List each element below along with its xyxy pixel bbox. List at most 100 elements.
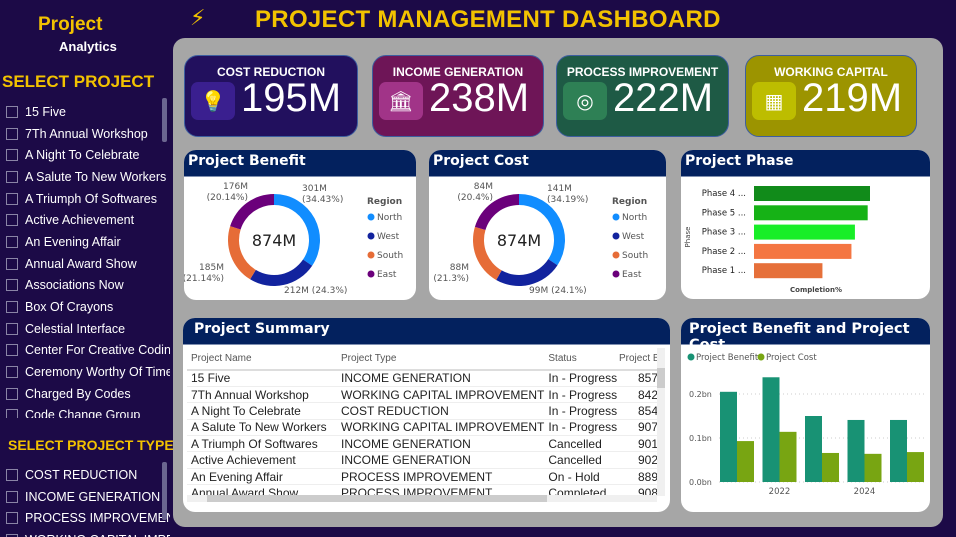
project-item[interactable]: Associations Now <box>6 275 170 297</box>
phase-bar[interactable] <box>754 243 852 259</box>
donut-slice-south[interactable] <box>473 226 502 280</box>
legend-item[interactable]: Project Benefit <box>696 353 759 363</box>
select-project-heading: SELECT PROJECT <box>2 72 155 91</box>
checkbox[interactable] <box>6 235 18 248</box>
legend-item[interactable]: South <box>622 251 648 261</box>
type-item[interactable]: COST REDUCTION <box>6 464 170 486</box>
checkbox[interactable] <box>6 409 18 418</box>
type-item[interactable]: INCOME GENERATION <box>6 486 170 508</box>
phase-bar[interactable] <box>754 263 823 279</box>
checkbox[interactable] <box>6 468 18 481</box>
project-item[interactable]: Code Change Group <box>6 405 170 418</box>
checkbox[interactable] <box>6 192 18 205</box>
kpi-card: COST REDUCTION 💡 195M <box>184 55 358 137</box>
project-item[interactable]: An Evening Affair <box>6 231 170 253</box>
legend-item[interactable]: North <box>622 213 647 223</box>
table-row[interactable]: A Salute To New Workers WORKING CAPITAL I… <box>187 419 657 437</box>
checkbox[interactable] <box>6 257 18 270</box>
project-slicer-scrollbar[interactable] <box>162 98 167 142</box>
project-item[interactable]: Center For Creative Coding <box>6 340 170 362</box>
table-row[interactable]: An Evening Affair PROCESS IMPROVEMENT On -… <box>187 468 657 486</box>
legend-item[interactable]: North <box>377 213 402 223</box>
table-vertical-scrollbar[interactable] <box>657 348 665 496</box>
checkbox[interactable] <box>6 533 18 537</box>
donut-slice-east[interactable] <box>474 194 519 230</box>
project-item[interactable]: A Triumph Of Softwares <box>6 188 170 210</box>
donut-slice-west[interactable] <box>496 259 558 286</box>
table-row[interactable]: A Triumph Of Softwares INCOME GENERATION C… <box>187 435 657 453</box>
checkbox[interactable] <box>6 387 18 400</box>
phase-bar[interactable] <box>754 186 870 201</box>
bar-project-cost-2022[interactable] <box>779 431 797 482</box>
donut-slice-south[interactable] <box>228 226 256 280</box>
type-slicer-scrollbar[interactable] <box>162 462 167 520</box>
donut-slice-north[interactable] <box>519 194 565 266</box>
table-horizontal-scrollbar[interactable] <box>187 495 657 502</box>
donut-slice-north[interactable] <box>274 194 320 266</box>
column-header[interactable]: Status <box>544 348 619 371</box>
kpi-value: 222M <box>613 76 714 120</box>
project-item[interactable]: Charged By Codes <box>6 383 170 405</box>
table-row[interactable]: Active Achievement INCOME GENERATION Cance… <box>187 451 657 469</box>
project-item[interactable]: Annual Award Show <box>6 253 170 275</box>
item-label: PROCESS IMPROVEMENT <box>25 511 170 526</box>
bar-project-cost-2021[interactable] <box>737 441 754 482</box>
checkbox[interactable] <box>6 366 18 379</box>
kpi-label: COST REDUCTION <box>217 65 325 79</box>
bar-project-benefit-2023[interactable] <box>805 416 822 482</box>
type-item[interactable]: WORKING CAPITAL IMPR... <box>6 529 170 537</box>
legend-item[interactable]: West <box>622 232 645 242</box>
checkbox[interactable] <box>6 512 18 525</box>
legend-item[interactable]: East <box>622 270 642 280</box>
phase-bar[interactable] <box>754 224 855 240</box>
checkbox[interactable] <box>6 301 18 314</box>
column-header[interactable]: Project Be <box>619 348 657 371</box>
project-item[interactable]: Ceremony Worthy Of Time <box>6 361 170 383</box>
checkbox[interactable] <box>6 149 18 162</box>
checkbox[interactable] <box>6 105 18 118</box>
project-item[interactable]: 15 Five <box>6 101 170 123</box>
bar-project-cost-2024[interactable] <box>864 453 882 482</box>
bar-project-benefit-2021[interactable] <box>720 391 737 482</box>
data-label: 84M <box>474 182 493 192</box>
table-cell: INCOME GENERATION <box>337 435 545 453</box>
legend-item[interactable]: East <box>377 270 397 280</box>
checkbox[interactable] <box>6 322 18 335</box>
kpi-value: 219M <box>802 76 903 120</box>
project-item[interactable]: Box Of Crayons <box>6 296 170 318</box>
checkbox[interactable] <box>6 214 18 227</box>
chart-title: Project Benefit <box>184 150 416 177</box>
table-row[interactable]: 7Th Annual Workshop WORKING CAPITAL IMPRO… <box>187 386 657 404</box>
phase-bar[interactable] <box>754 205 868 221</box>
donut-slice-west[interactable] <box>250 259 313 286</box>
bar-project-benefit-2024[interactable] <box>847 419 865 482</box>
table-row[interactable]: A Night To Celebrate COST REDUCTION In - P… <box>187 402 657 420</box>
bar-project-benefit-2025[interactable] <box>890 419 907 482</box>
checkbox[interactable] <box>6 127 18 140</box>
column-header[interactable]: Project Type <box>337 348 545 371</box>
type-item[interactable]: PROCESS IMPROVEMENT <box>6 507 170 529</box>
checkbox[interactable] <box>6 279 18 292</box>
donut-slice-east[interactable] <box>230 194 274 230</box>
project-item[interactable]: 7Th Annual Workshop <box>6 123 170 145</box>
checkbox[interactable] <box>6 344 18 357</box>
table-row[interactable]: 15 Five INCOME GENERATION In - Progress 857… <box>187 370 657 387</box>
page-title: PROJECT MANAGEMENT DASHBOARD <box>255 6 721 33</box>
checkbox[interactable] <box>6 490 18 503</box>
table-cell: 8890 <box>619 468 657 486</box>
project-item[interactable]: Celestial Interface <box>6 318 170 340</box>
legend-item[interactable]: West <box>377 232 400 242</box>
legend-item[interactable]: South <box>377 251 403 261</box>
legend-item[interactable]: Project Cost <box>766 353 817 363</box>
project-item[interactable]: A Night To Celebrate <box>6 144 170 166</box>
phase-label: Phase 2 ... <box>702 247 746 257</box>
bar-project-benefit-2022[interactable] <box>762 377 780 482</box>
bar-project-cost-2025[interactable] <box>907 452 924 482</box>
project-item[interactable]: Active Achievement <box>6 209 170 231</box>
column-header[interactable]: Project Name <box>187 348 338 371</box>
bar-project-cost-2023[interactable] <box>822 452 839 482</box>
table-row[interactable]: Annual Award Show PROCESS IMPROVEMENT Comp… <box>187 484 657 496</box>
checkbox[interactable] <box>6 170 18 183</box>
project-item[interactable]: A Salute To New Workers <box>6 166 170 188</box>
